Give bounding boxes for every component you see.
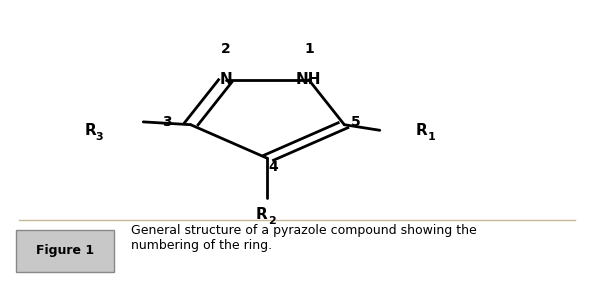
Text: 4: 4 [268,160,278,174]
Text: 1: 1 [428,132,435,142]
Text: NH: NH [296,72,321,87]
Text: R: R [415,123,427,138]
Text: 3: 3 [95,132,103,142]
Text: 2: 2 [221,42,231,56]
Text: 1: 1 [304,42,314,56]
Text: 5: 5 [351,115,361,129]
Text: General structure of a pyrazole compound showing the
numbering of the ring.: General structure of a pyrazole compound… [131,224,477,252]
FancyBboxPatch shape [16,230,113,272]
Text: R: R [84,123,96,138]
Text: 3: 3 [162,115,172,129]
Text: R: R [255,207,267,222]
Text: 2: 2 [268,216,276,226]
Text: N: N [220,72,232,87]
Text: Figure 1: Figure 1 [36,244,94,257]
